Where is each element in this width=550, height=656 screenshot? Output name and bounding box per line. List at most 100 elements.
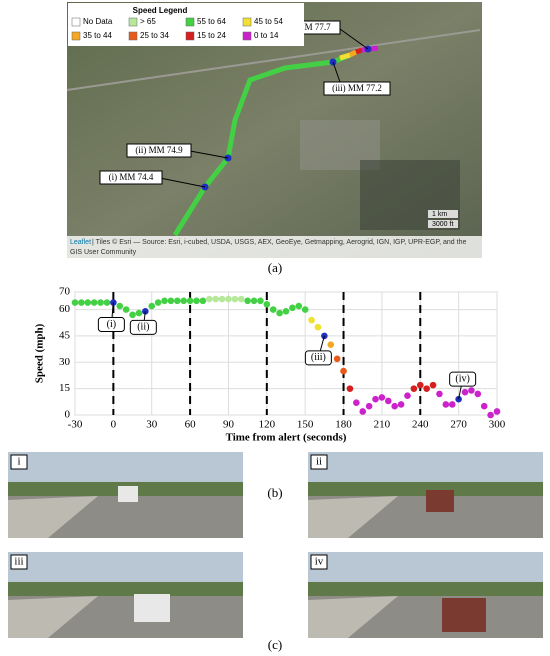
route xyxy=(355,47,363,55)
annotation-box xyxy=(97,317,125,333)
speed-point xyxy=(391,402,398,410)
speed-point xyxy=(276,309,283,317)
route xyxy=(339,52,351,61)
legend-swatch xyxy=(71,17,81,27)
map-road xyxy=(66,29,481,91)
attribution: | Tiles © Esri — Source: Esri, i-cubed, … xyxy=(92,238,466,246)
speed-point xyxy=(78,299,85,306)
caption: (a) xyxy=(268,260,282,275)
speed-point xyxy=(154,299,162,306)
photo-barrier xyxy=(8,496,98,538)
legend-label: 55 to 64 xyxy=(197,17,226,26)
x-tick-label: 210 xyxy=(374,419,391,431)
speed-point xyxy=(199,297,207,305)
caption: (b) xyxy=(267,485,282,500)
photo-trees xyxy=(308,582,543,596)
panel-label: iii xyxy=(14,556,23,568)
legend-swatch xyxy=(71,31,81,41)
x-tick-label: 120 xyxy=(259,419,276,431)
route xyxy=(348,49,358,58)
y-tick-label: 30 xyxy=(59,356,71,368)
speed-point xyxy=(429,381,437,389)
speed-point xyxy=(365,402,373,410)
speed-point xyxy=(231,295,239,303)
attribution-box xyxy=(67,236,482,258)
callout-line xyxy=(332,61,341,83)
speed-point xyxy=(225,295,232,303)
callout-box xyxy=(99,170,163,185)
speed-point xyxy=(397,401,405,408)
speed-point xyxy=(116,302,124,310)
attribution: GIS User Community xyxy=(70,249,137,256)
callout-line xyxy=(189,150,229,159)
speed-point xyxy=(263,301,271,308)
legend-swatch xyxy=(128,31,138,41)
speed-point xyxy=(493,408,501,415)
speed-point xyxy=(423,385,430,392)
speed-point xyxy=(340,367,347,375)
speed-point xyxy=(257,297,264,305)
speed-point xyxy=(333,355,341,363)
y-tick-label: 15 xyxy=(59,382,71,394)
speed-point xyxy=(71,299,79,306)
speed-point xyxy=(359,408,367,415)
speed-point xyxy=(244,297,251,305)
photo-vehicle xyxy=(118,486,138,502)
scale-label: 3000 ft xyxy=(432,221,453,228)
y-tick-label: 45 xyxy=(59,329,71,341)
speed-point xyxy=(346,385,354,392)
speed-point xyxy=(205,295,213,303)
speed-point xyxy=(186,297,194,305)
marker-label: (iv) MM 77.7 xyxy=(281,22,331,32)
speed-point xyxy=(212,295,219,303)
photo-barrier xyxy=(308,596,398,638)
legend-label: No Data xyxy=(83,17,113,26)
legend-label: 25 to 34 xyxy=(140,31,169,40)
x-tick-label: 240 xyxy=(412,419,429,431)
photo-barrier xyxy=(308,496,398,538)
speed-point xyxy=(385,397,392,405)
legend-label: 35 to 44 xyxy=(83,31,112,40)
speed-point xyxy=(327,341,335,349)
panel-label-box xyxy=(310,554,328,570)
x-tick-label: 270 xyxy=(450,419,467,431)
speed-point xyxy=(148,302,156,310)
panel-label: i xyxy=(17,456,20,468)
map: (i) MM 74.4 (ii) MM 74.9 (iii) MM 77.2 (… xyxy=(66,2,482,258)
speed-point xyxy=(129,311,136,319)
legend-title: Speed Legend xyxy=(133,6,188,15)
speed-point xyxy=(174,297,181,305)
speed-point xyxy=(250,297,258,305)
speed-point xyxy=(282,308,290,315)
x-tick-label: 60 xyxy=(185,419,197,431)
speed-point xyxy=(455,395,462,403)
speed-point xyxy=(135,309,143,317)
panel-label: ii xyxy=(316,456,322,468)
speed-point xyxy=(161,297,168,305)
x-tick-label: 180 xyxy=(335,419,352,431)
speed-point xyxy=(314,323,322,331)
photo-trees xyxy=(308,482,543,496)
legend-swatch xyxy=(128,17,138,27)
speed-point xyxy=(487,411,494,419)
speed-point xyxy=(308,316,315,324)
callout-box xyxy=(323,81,391,96)
speed-point xyxy=(378,394,386,401)
annotation: (i) xyxy=(107,319,116,330)
x-tick-label: 300 xyxy=(489,419,506,431)
photo-vehicle xyxy=(442,598,486,632)
legend-label: 45 to 54 xyxy=(254,17,283,26)
speed-point xyxy=(461,388,469,396)
speed-point xyxy=(295,302,303,310)
callout-line xyxy=(159,177,206,188)
scale-box xyxy=(428,220,458,228)
x-tick-label: 0 xyxy=(111,419,117,431)
attribution-link[interactable]: Leaflet xyxy=(70,239,91,246)
marker-label: (i) MM 74.4 xyxy=(109,172,154,182)
panel-label: iv xyxy=(315,556,324,568)
photo-trees xyxy=(8,582,243,596)
legend-label: 15 to 24 xyxy=(197,31,226,40)
x-tick-label: 90 xyxy=(223,419,235,431)
